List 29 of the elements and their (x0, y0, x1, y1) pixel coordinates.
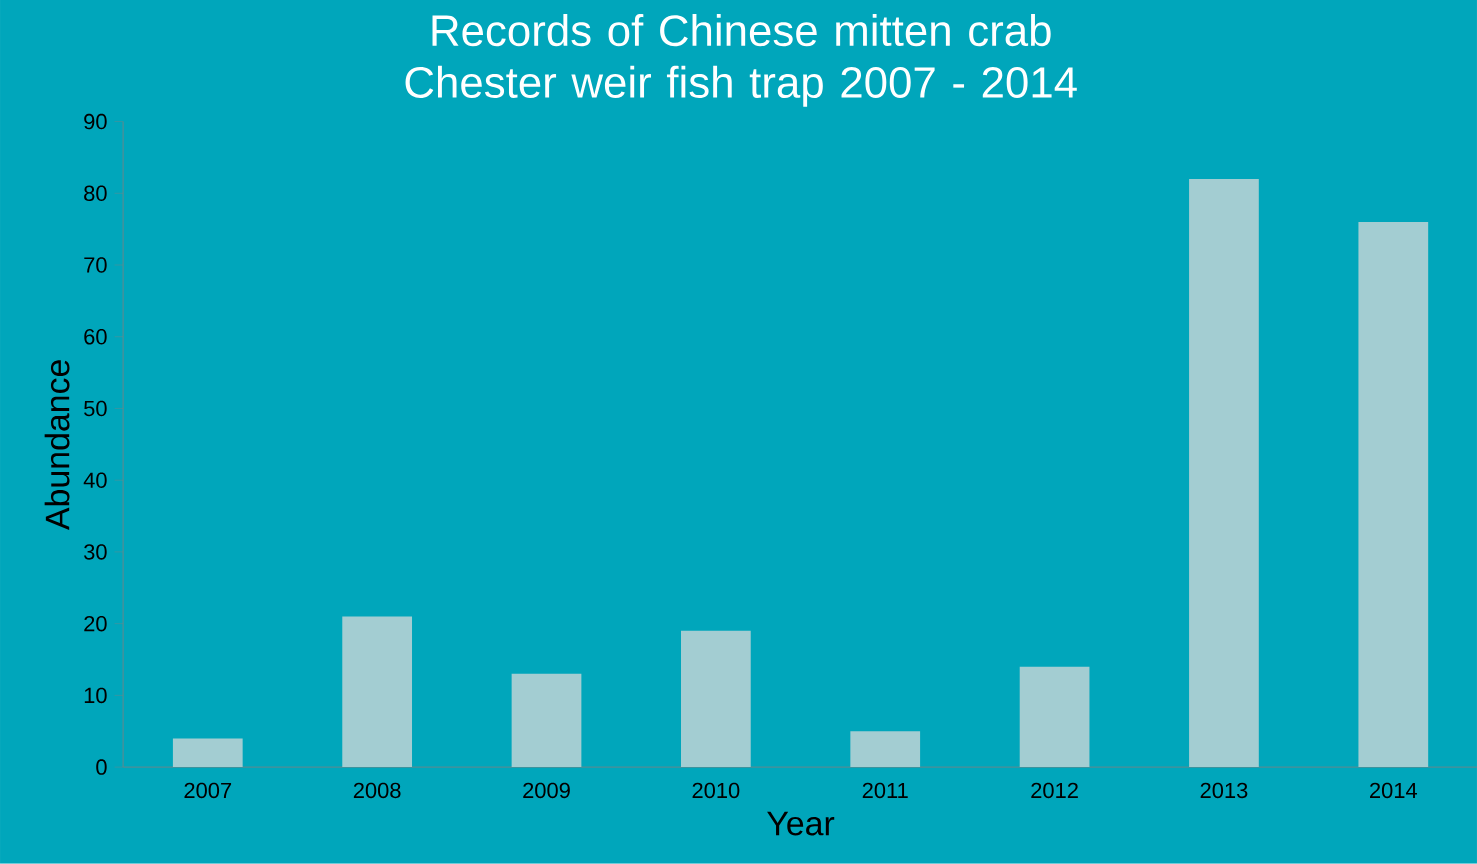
bar (1019, 666, 1090, 768)
bar (342, 616, 413, 768)
x-tick-label: 2008 (353, 782, 401, 799)
bar (1358, 222, 1429, 768)
bar (1189, 179, 1259, 768)
y-axis-title: Abundance (44, 360, 70, 531)
y-tick-label: 30 (84, 544, 107, 560)
x-tick-label: 2009 (523, 782, 570, 799)
y-tick-label: 80 (84, 185, 107, 202)
bar (172, 738, 243, 768)
x-tick-label: 2010 (692, 782, 740, 799)
x-axis-title: Year (767, 811, 835, 836)
chart-title: Records of Chinese mitten crab Chester weir fish trap 2007 - 2014 (405, 14, 1077, 107)
y-tick-label: 0 (96, 759, 107, 775)
y-tick-label: 50 (84, 400, 107, 417)
x-tick-label: 2014 (1370, 782, 1418, 799)
bar (681, 630, 751, 768)
y-tick-label: 60 (84, 329, 107, 345)
x-tick-label: 2011 (862, 782, 908, 799)
y-tick-label: 10 (84, 687, 107, 704)
y-tick-label: 20 (84, 616, 107, 632)
bar (511, 673, 582, 768)
y-tick-label: 90 (84, 113, 107, 130)
y-tick-label: 70 (84, 257, 107, 273)
x-tick-label: 2012 (1031, 782, 1078, 799)
bar (850, 731, 921, 768)
y-tick-label: 40 (83, 472, 107, 489)
x-tick-label: 2007 (184, 782, 232, 799)
x-tick-label: 2013 (1200, 782, 1248, 799)
